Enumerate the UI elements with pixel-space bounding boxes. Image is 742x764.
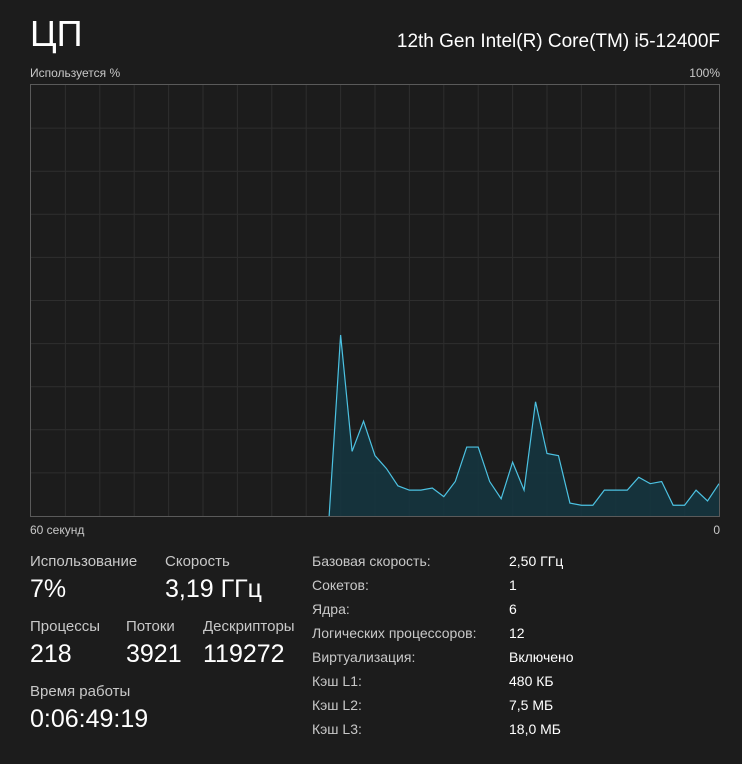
cpu-usage-area [329,334,719,516]
processes-label: Процессы [30,618,101,635]
graph-x-end-label: 0 [713,523,720,537]
virtualization-label: Виртуализация: [312,649,416,665]
usage-label: Использование [30,553,138,570]
cpu-usage-line [328,334,719,516]
threads-value: 3921 [126,640,182,668]
cache-l3-label: Кэш L3: [312,721,362,737]
uptime-label: Время работы [30,683,131,700]
graph-x-axis-label: 60 секунд [30,523,85,537]
graph-y-max-label: 100% [689,66,720,80]
sockets-label: Сокетов: [312,577,369,593]
cpu-model-name: 12th Gen Intel(R) Core(TM) i5-12400F [396,31,720,52]
logical-processors-value: 12 [509,625,525,641]
virtualization-value: Включено [509,649,574,665]
cache-l1-label: Кэш L1: [312,673,362,689]
cores-label: Ядра: [312,601,350,617]
handles-value: 119272 [203,640,285,668]
uptime-value: 0:06:49:19 [30,705,149,733]
cache-l1-value: 480 КБ [509,673,554,689]
threads-label: Потоки [126,618,175,635]
cpu-usage-graph [30,84,720,517]
cpu-usage-graph-svg [31,85,719,516]
sockets-value: 1 [509,577,517,593]
usage-value: 7% [30,575,67,603]
cores-value: 6 [509,601,517,617]
logical-processors-label: Логических процессоров: [312,625,477,641]
base-speed-value: 2,50 ГГц [509,553,564,569]
speed-value: 3,19 ГГц [165,575,262,603]
base-speed-label: Базовая скорость: [312,553,431,569]
speed-label: Скорость [165,553,230,570]
graph-y-axis-label: Используется % [30,66,121,80]
page-title: ЦП [30,13,83,54]
cache-l3-value: 18,0 МБ [509,721,561,737]
processes-value: 218 [30,640,72,668]
handles-label: Дескрипторы [203,618,295,635]
cache-l2-value: 7,5 МБ [509,697,554,713]
cache-l2-label: Кэш L2: [312,697,362,713]
